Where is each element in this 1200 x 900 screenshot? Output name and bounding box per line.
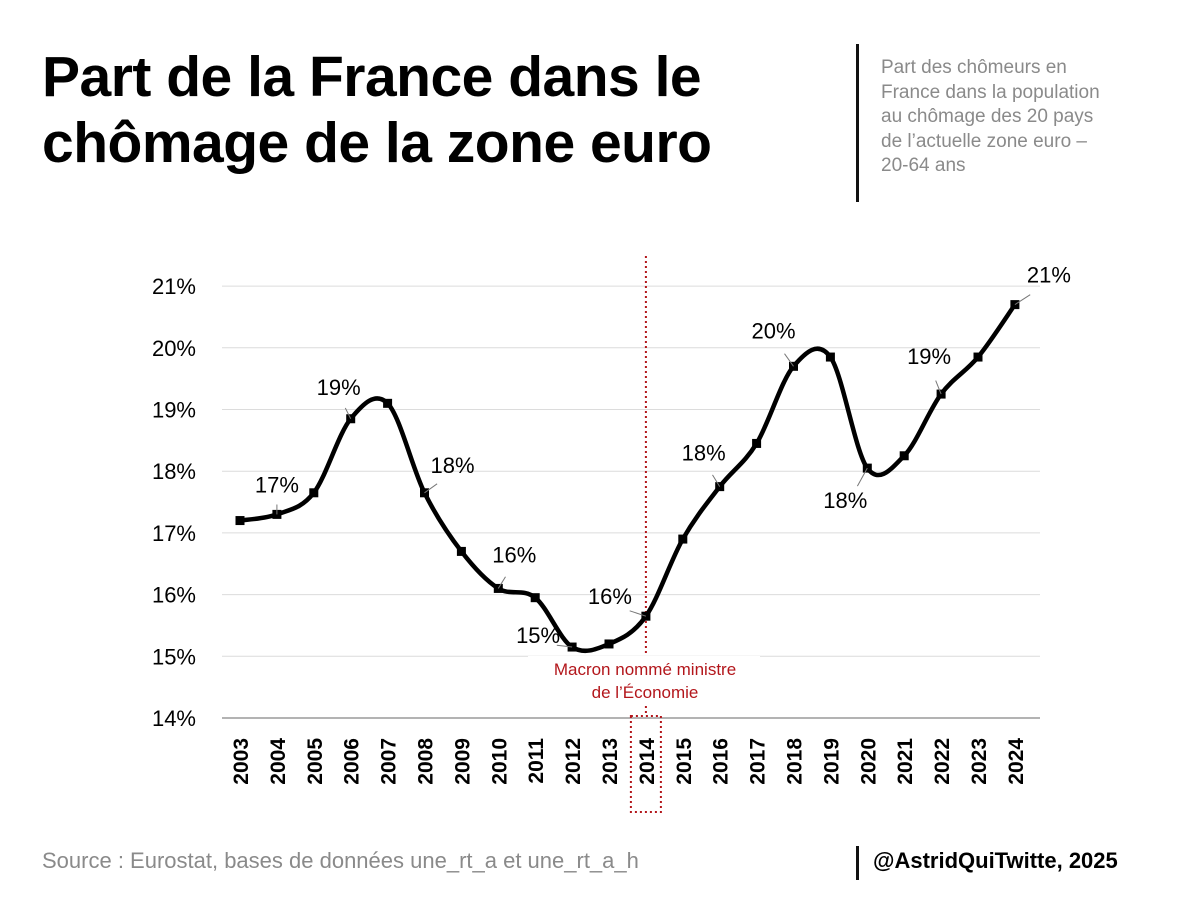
subtitle-line: 20-64 ans <box>881 155 966 176</box>
data-point <box>825 352 835 362</box>
data-label-leader <box>1014 294 1031 306</box>
y-tick-label: 17% <box>152 521 196 546</box>
annotation-label-line-2: de l’Économie <box>592 683 699 702</box>
data-label-leader <box>784 353 794 367</box>
subtitle-line: France dans la population <box>881 81 1100 103</box>
y-tick-label: 21% <box>152 274 196 299</box>
data-point <box>456 546 466 556</box>
data-label-leader <box>856 467 868 487</box>
x-tick-label: 2009 <box>451 738 474 785</box>
author-credit: @AstridQuiTwitte, 2025 <box>873 848 1118 873</box>
page-title: Part de la France dans le chômage de la … <box>42 44 842 176</box>
data-label-leader <box>556 644 573 648</box>
x-tick-label: 2013 <box>599 738 622 785</box>
x-tick-label: 2020 <box>857 738 880 785</box>
data-label: 16% <box>588 584 632 609</box>
annotation-label-line-1: Macron nommé ministre <box>554 660 736 679</box>
data-label: 21% <box>1027 263 1071 288</box>
subtitle-line: Part des chômeurs en <box>881 57 1067 78</box>
data-point <box>383 398 393 408</box>
data-point <box>309 488 319 498</box>
subtitle-line: au chômage des 20 pays <box>881 106 1094 127</box>
x-tick-label: 2007 <box>378 738 401 785</box>
data-label: 20% <box>751 318 795 343</box>
annotation-year-box <box>629 715 662 813</box>
x-tick-label: 2012 <box>562 738 585 785</box>
data-label-leader <box>497 576 506 589</box>
data-point <box>604 639 614 649</box>
x-tick-label: 2017 <box>747 738 770 785</box>
x-tick-label: 2015 <box>673 738 696 785</box>
x-tick-label: 2019 <box>820 738 843 785</box>
data-point <box>973 352 983 362</box>
title-line-2: chômage de la zone euro <box>42 111 712 175</box>
subtitle: Part des chômeurs en France dans la popu… <box>881 56 1181 179</box>
data-label-leader <box>344 407 352 419</box>
data-label: 18% <box>823 488 867 513</box>
y-tick-label: 18% <box>152 459 196 484</box>
x-tick-label: 2010 <box>488 738 511 785</box>
data-label: 15% <box>516 623 560 648</box>
x-tick-label: 2003 <box>230 738 253 785</box>
data-label-leader <box>935 380 942 395</box>
data-point <box>752 438 762 448</box>
data-label: 16% <box>492 542 536 567</box>
data-point <box>235 516 245 526</box>
data-label-leader <box>629 610 647 617</box>
x-tick-label: 2021 <box>894 738 917 785</box>
data-label: 19% <box>907 344 951 369</box>
x-tick-label: 2005 <box>304 738 327 785</box>
data-point <box>678 534 688 544</box>
y-tick-label: 16% <box>152 583 196 608</box>
title-line-1: Part de la France dans le <box>42 45 702 109</box>
source-note: Source : Eurostat, bases de données une_… <box>42 848 639 873</box>
x-tick-label: 2006 <box>341 738 364 785</box>
x-tick-label: 2008 <box>415 738 438 785</box>
x-tick-label: 2004 <box>267 738 290 785</box>
data-label-leader <box>424 483 438 494</box>
y-tick-label: 14% <box>152 706 196 731</box>
header-divider <box>856 44 859 202</box>
data-label: 18% <box>430 453 474 478</box>
footer-divider <box>856 846 859 880</box>
y-tick-label: 20% <box>152 336 196 361</box>
data-label: 18% <box>682 441 726 466</box>
x-tick-label: 2011 <box>525 738 548 784</box>
series-line <box>237 302 1018 654</box>
annotation-label-bg <box>528 656 760 704</box>
x-tick-label: 2022 <box>931 738 954 785</box>
x-tick-label: 2024 <box>1005 738 1028 785</box>
data-point <box>899 451 909 461</box>
y-tick-label: 19% <box>152 398 196 423</box>
data-label-leader <box>712 474 721 487</box>
data-label: 17% <box>255 472 299 497</box>
x-tick-label: 2016 <box>710 738 733 785</box>
x-tick-label: 2014 <box>636 738 659 785</box>
x-tick-label: 2018 <box>784 738 807 785</box>
y-tick-label: 15% <box>152 644 196 669</box>
data-point <box>530 593 540 603</box>
subtitle-line: de l’actuelle zone euro – <box>881 130 1087 152</box>
data-label: 19% <box>317 375 361 400</box>
x-tick-label: 2023 <box>968 738 991 785</box>
